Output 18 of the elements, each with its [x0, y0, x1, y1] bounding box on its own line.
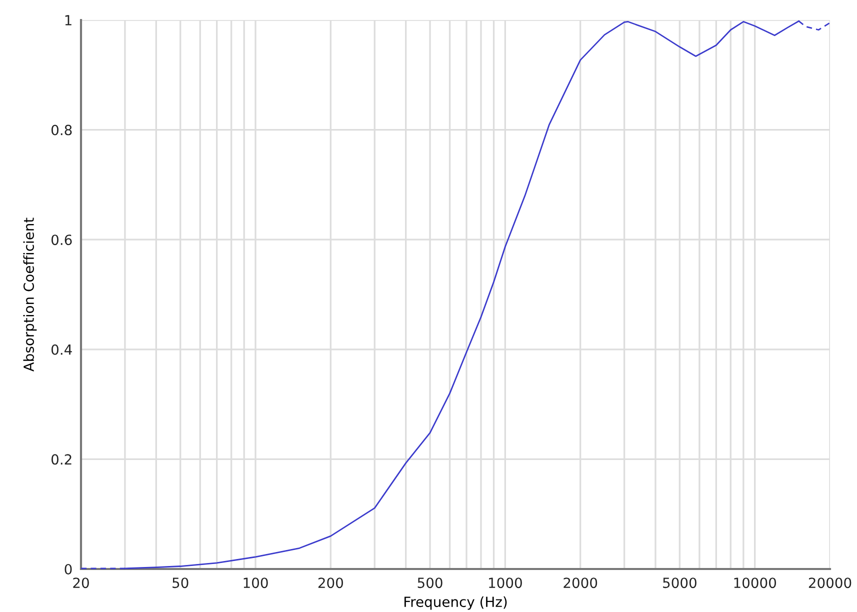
x-tick-label: 10000 [734, 578, 776, 588]
x-tick-label: 2000 [564, 578, 598, 588]
y-axis-title: Absorption Coefficient [23, 218, 37, 372]
y-tick-label: 0.8 [51, 124, 72, 136]
x-tick-label: 5000 [663, 578, 696, 588]
y-tick-label: 0.4 [51, 344, 72, 355]
x-tick-label: 20 [73, 578, 89, 588]
x-tick-label: 20000 [808, 578, 852, 588]
x-tick-label: 500 [418, 578, 442, 588]
y-tick-label: 1 [65, 15, 72, 26]
x-tick-label: 50 [172, 578, 188, 588]
y-tick-label: 0.6 [51, 234, 72, 246]
y-tick-label: 0.2 [51, 454, 72, 465]
y-tick-label: 0 [64, 564, 72, 574]
x-tick-label: 1000 [489, 578, 522, 588]
x-axis-title: Frequency (Hz) [404, 596, 507, 610]
x-tick-label: 200 [318, 578, 343, 588]
x-tick-label: 100 [244, 578, 268, 588]
